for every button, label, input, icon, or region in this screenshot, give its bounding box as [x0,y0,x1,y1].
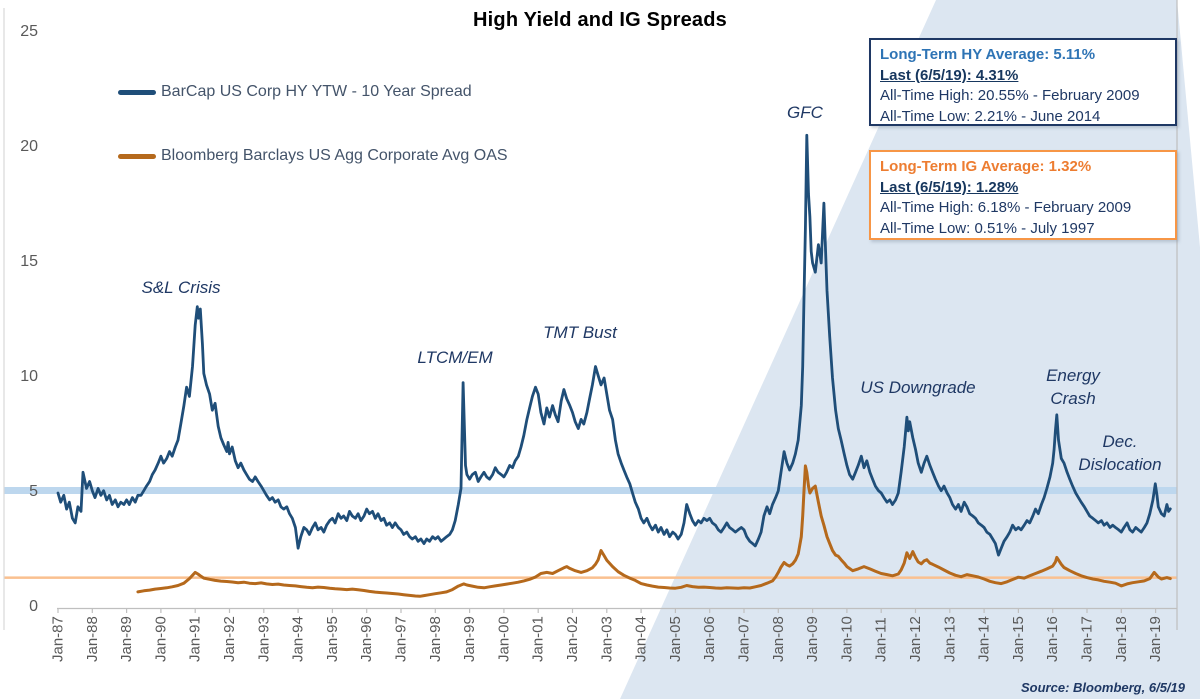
hy-info-box: Long-Term HY Average: 5.11% Last (6/5/19… [869,38,1177,126]
annotation-label: Energy Crash [1046,364,1100,410]
annotation-line: S&L Crisis [141,278,221,297]
ig-info-box: Long-Term IG Average: 1.32% Last (6/5/19… [869,150,1177,240]
x-tick-label: Jan-15 [1010,616,1027,662]
x-tick-label: Jan-14 [976,616,993,662]
hy-average-text: Long-Term HY Average: 5.11% [880,46,1096,63]
x-tick-label: Jan-17 [1079,616,1096,662]
annotation-line: Dec. [1102,432,1138,451]
x-tick-label: Jan-93 [255,616,272,662]
legend-item-hy: BarCap US Corp HY YTW - 10 Year Spread [118,83,472,101]
annotation-line: LTCM/EM [417,348,493,367]
ig-series-line [136,464,1172,598]
x-tick-label: Jan-16 [1044,616,1061,662]
hy-series-line [56,133,1172,557]
average-reference-lines [4,487,1177,579]
x-tick-label: Jan-90 [152,616,169,662]
x-tick-label: Jan-02 [564,616,581,662]
x-tick-label: Jan-12 [907,616,924,662]
legend-item-ig: Bloomberg Barclays US Agg Corporate Avg … [118,147,508,165]
x-axis-tick-labels: Jan-87 Jan-88 Jan-89 Jan-90 Jan-91 Jan-92 Jan-… [50,616,1165,662]
x-tick-label: Jan-18 [1113,616,1130,662]
annotation-line: GFC [787,103,823,122]
x-tick-label: Jan-05 [667,616,684,662]
y-tick-label: 15 [20,253,38,270]
y-tick-label: 25 [20,23,38,40]
hy-line-swatch-icon [118,89,156,95]
axis-lines-and-ticks [3,0,1178,630]
y-tick-label: 0 [29,598,38,615]
hy-alltime-low-text: All-Time Low: 2.21% - June 2014 [880,107,1101,125]
hy-last-text: Last (6/5/19): 4.31% [880,66,1019,84]
x-tick-label: Jan-01 [530,616,547,662]
x-tick-label: Jan-04 [633,616,650,662]
x-tick-label: Jan-19 [1147,616,1164,662]
x-tick-label: Jan-06 [701,616,718,662]
x-tick-label: Jan-00 [495,616,512,662]
annotation-label: S&L Crisis [141,276,220,299]
x-tick-label: Jan-95 [324,616,341,662]
x-tick-label: Jan-94 [290,616,307,662]
annotation-label: GFC [787,101,823,124]
x-tick-label: Jan-97 [393,616,410,662]
annotation-label: LTCM/EM [417,346,492,369]
ig-last-text: Last (6/5/19): 1.28% [880,178,1019,196]
y-tick-label: 5 [29,483,38,500]
ig-line-swatch-icon [118,153,156,159]
annotation-line: Dislocation [1078,455,1162,474]
x-tick-label: Jan-87 [50,616,67,662]
x-tick-label: Jan-98 [427,616,444,662]
x-tick-label: Jan-99 [461,616,478,662]
x-tick-label: Jan-92 [221,616,238,662]
x-tick-label: Jan-07 [736,616,753,662]
annotation-line: TMT Bust [543,323,617,342]
legend-label-ig: Bloomberg Barclays US Agg Corporate Avg … [161,147,508,164]
x-tick-label: Jan-91 [187,616,204,662]
hy-average-line [4,487,1177,494]
annotation-label: US Downgrade [860,376,975,399]
ig-average-text: Long-Term IG Average: 1.32% [880,158,1092,175]
hy-alltime-high-text: All-Time High: 20.55% - February 2009 [880,87,1140,104]
x-tick-label: Jan-11 [873,617,890,662]
x-tick-label: Jan-96 [358,616,375,662]
x-tick-label: Jan-09 [804,616,821,662]
source-note: Source: Bloomberg, 6/5/19 [1021,680,1185,695]
x-tick-label: Jan-10 [838,616,855,662]
ig-alltime-low-text: All-Time Low: 0.51% - July 1997 [880,219,1095,237]
x-tick-label: Jan-13 [941,616,958,662]
x-tick-label: Jan-88 [84,616,101,662]
y-tick-label: 20 [20,138,38,155]
x-tick-label: Jan-89 [118,616,135,662]
ig-alltime-high-text: All-Time High: 6.18% - February 2009 [880,199,1132,216]
annotation-line: Energy [1046,366,1100,385]
ig-average-line [4,576,1177,579]
chart-title: High Yield and IG Spreads [473,9,727,31]
annotation-line: US Downgrade [860,378,976,397]
annotation-label: Dec. Dislocation [1078,430,1161,476]
annotation-label: TMT Bust [543,321,617,344]
x-tick-label: Jan-08 [770,616,787,662]
y-tick-label: 10 [20,368,38,385]
annotation-line: Crash [1050,389,1096,408]
x-tick-label: Jan-03 [598,616,615,662]
legend-label-hy: BarCap US Corp HY YTW - 10 Year Spread [161,83,472,100]
data-series-lines [56,133,1172,598]
